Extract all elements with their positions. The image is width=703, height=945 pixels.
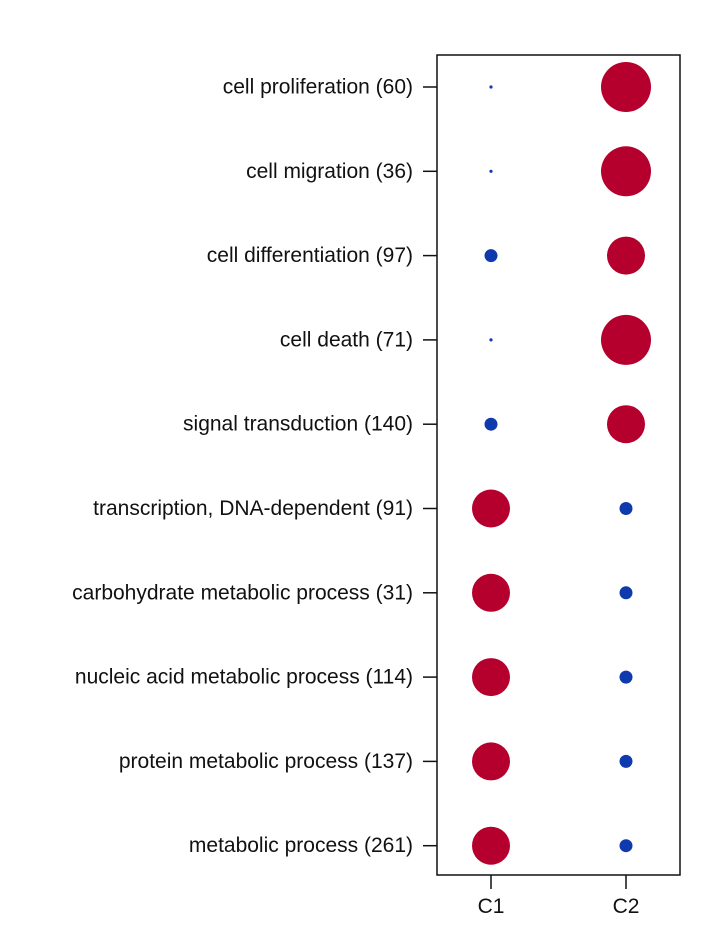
dot-c2-row-4 [607, 405, 645, 444]
dot-c2-row-7 [619, 670, 633, 684]
dot-c2-row-1 [601, 146, 651, 197]
row-label: metabolic process (261) [189, 834, 413, 857]
row-label: cell differentiation (97) [207, 244, 413, 267]
row-label: cell migration (36) [246, 160, 413, 183]
row-label: carbohydrate metabolic process (31) [72, 581, 413, 604]
dot-c1-row-5 [472, 489, 510, 528]
dot-c1-row-0 [489, 85, 493, 89]
row-label: nucleic acid metabolic process (114) [75, 666, 413, 689]
dot-c1-row-4 [484, 417, 498, 431]
row-label: protein metabolic process (137) [119, 750, 413, 773]
x-tick-label: C1 [478, 895, 505, 918]
row-label: cell proliferation (60) [223, 76, 413, 99]
plot-frame [436, 54, 681, 876]
x-axis: C1 C2 [478, 875, 640, 918]
dot-c1-row-3 [489, 338, 493, 342]
dot-c2-row-5 [619, 502, 633, 515]
row-label: cell death (71) [280, 328, 413, 351]
row-label: signal transduction (140) [183, 413, 413, 436]
dot-c2-row-8 [619, 754, 633, 768]
dot-c2-row-2 [607, 236, 645, 275]
dot-c2-row-9 [619, 839, 633, 853]
dot-c1-row-7 [472, 658, 510, 697]
dot-c1-row-1 [489, 169, 493, 173]
dot-c2-row-0 [601, 62, 651, 112]
dot-c1-row-6 [472, 573, 510, 612]
row-label: transcription, DNA-dependent (91) [93, 497, 413, 520]
dot-c1-row-2 [484, 249, 498, 263]
dot-c1-row-9 [472, 826, 510, 865]
dot-c2-row-6 [619, 586, 633, 600]
x-tick-label: C2 [613, 895, 640, 918]
dot-c1-row-8 [472, 742, 510, 781]
dot-c2-row-3 [601, 314, 651, 365]
row-labels: cell proliferation (60) cell migration (3… [72, 76, 437, 857]
dots [472, 62, 651, 865]
